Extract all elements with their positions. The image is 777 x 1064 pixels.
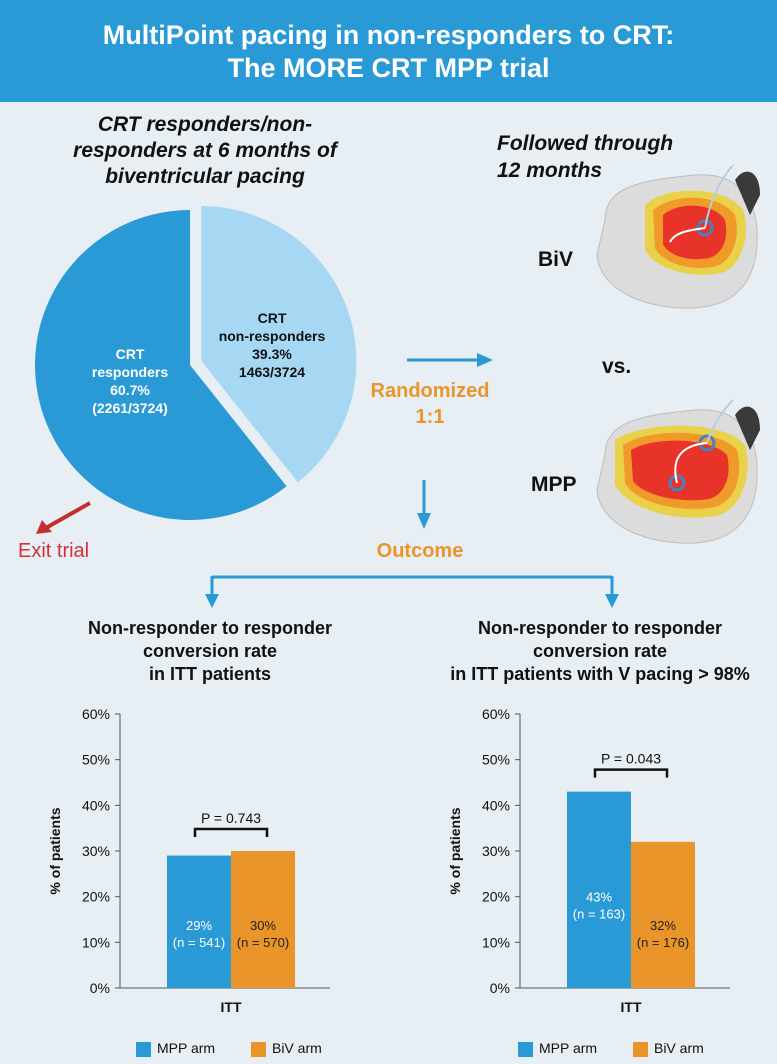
y-axis-label: % of patients: [447, 807, 463, 894]
y-tick-label: 0%: [90, 980, 110, 996]
data-label-n: (n = 541): [173, 935, 225, 950]
bar-mpp: [167, 855, 231, 988]
pvalue-label: P = 0.743: [201, 810, 261, 826]
left-bar-chart: 0% 10% 20% 30% 40% 50% 60% % of patients 29% (n =…: [47, 706, 330, 1015]
y-tick-label: 50%: [82, 752, 110, 768]
pie-title-line3: biventricular pacing: [105, 165, 305, 188]
left-section-line3: in ITT patients: [148, 664, 271, 684]
legend-label-mpp: MPP arm: [539, 1040, 598, 1056]
x-category-label: ITT: [221, 999, 242, 1015]
exit-arrow-icon: [36, 501, 91, 534]
nonresponders-label-4: 1463/3724: [239, 364, 305, 380]
nonresponders-label-1: CRT: [258, 310, 287, 326]
followed-line1: Followed through: [497, 132, 674, 155]
y-tick-label: 50%: [482, 752, 510, 768]
heart-biv-image: [596, 164, 760, 309]
nonresponders-label-2: non-responders: [219, 328, 326, 344]
pie-slice-nonresponders: [201, 206, 357, 483]
randomize-arrow-icon: [407, 353, 493, 367]
legend-label-mpp: MPP arm: [157, 1040, 216, 1056]
responders-label-4: (2261/3724): [92, 400, 168, 416]
pvalue-bracket: [193, 827, 269, 837]
y-tick-label: 30%: [482, 843, 510, 859]
right-section-line1: Non-responder to responder: [477, 618, 723, 638]
legend-item-mpp: MPP arm: [518, 1040, 598, 1057]
left-legend: MPP arm BiV arm: [136, 1040, 322, 1057]
right-section-line3: in ITT patients with V pacing > 98%: [450, 664, 750, 684]
legend-swatch-biv: [632, 1041, 648, 1057]
pvalue-bracket: [593, 768, 669, 778]
bar-mpp: [567, 791, 631, 988]
heart-biv-label: BiV: [538, 248, 574, 271]
left-section-line1: Non-responder to responder: [87, 618, 333, 638]
left-section-line2: conversion rate: [142, 641, 278, 661]
legend-item-biv: BiV arm: [250, 1040, 322, 1057]
legend-swatch-mpp: [518, 1041, 533, 1057]
y-tick-label: 40%: [82, 797, 110, 813]
data-label: 43%: [586, 890, 612, 905]
pie-title: CRT responders/non- responders at 6 mont…: [40, 112, 370, 190]
randomized-line2: 1:1: [415, 406, 445, 428]
y-tick-label: 0%: [490, 980, 510, 996]
exit-trial-label: Exit trial: [18, 540, 90, 562]
left-section-title: Non-responder to responder conversion ra…: [30, 617, 390, 686]
right-legend: MPP arm BiV arm: [518, 1040, 704, 1057]
nonresponders-label-3: 39.3%: [252, 346, 292, 362]
y-tick-label: 20%: [482, 889, 510, 905]
responders-label-3: 60.7%: [110, 382, 150, 398]
outcome-label: Outcome: [376, 540, 464, 562]
y-tick-label: 10%: [482, 934, 510, 950]
right-section-title: Non-responder to responder conversion ra…: [425, 617, 775, 686]
bar-biv: [231, 851, 295, 988]
y-tick-label: 60%: [82, 706, 110, 722]
right-section-line2: conversion rate: [532, 641, 668, 661]
y-tick-label: 10%: [82, 934, 110, 950]
x-category-label: ITT: [621, 999, 642, 1015]
data-label: 32%: [650, 918, 676, 933]
followed-label: Followed through 12 months: [497, 130, 673, 184]
heart-mpp-label: MPP: [531, 473, 577, 496]
pvalue-label: P = 0.043: [601, 751, 661, 767]
y-tick-label: 20%: [82, 889, 110, 905]
legend-label-biv: BiV arm: [271, 1040, 322, 1056]
randomized-label: Randomized 1:1: [360, 378, 500, 430]
responders-label-1: CRT: [116, 346, 145, 362]
y-tick-label: 30%: [82, 843, 110, 859]
y-tick-label: 60%: [482, 706, 510, 722]
pie-slice-responders: [34, 210, 287, 520]
y-tick-label: 40%: [482, 797, 510, 813]
legend-label-biv: BiV arm: [653, 1040, 704, 1056]
followed-line2: 12 months: [497, 159, 603, 182]
right-bar-chart: 0% 10% 20% 30% 40% 50% 60% % of patients 43% (n =…: [447, 706, 730, 1015]
legend-swatch-biv: [250, 1041, 266, 1057]
pie-chart: CRT responders 60.7% (2261/3724) CRT non…: [34, 206, 357, 520]
y-axis-label: % of patients: [47, 807, 63, 894]
pie-title-line2: responders at 6 months of: [73, 139, 337, 162]
legend-swatch-mpp: [136, 1041, 151, 1057]
bar-biv: [631, 841, 695, 988]
pie-title-line1: CRT responders/non-: [97, 113, 313, 136]
heart-mpp-image: [596, 399, 760, 544]
outcome-arrow-icon: [417, 480, 431, 529]
randomized-line1: Randomized: [370, 380, 490, 402]
header-banner: MultiPoint pacing in non-responders to C…: [0, 0, 777, 102]
responders-label-2: responders: [92, 364, 168, 380]
data-label: 30%: [250, 918, 276, 933]
data-label: 29%: [186, 918, 212, 933]
legend-item-mpp: MPP arm: [136, 1040, 216, 1057]
page-title-line2: The MORE CRT MPP trial: [227, 53, 550, 83]
legend-item-biv: BiV arm: [632, 1040, 704, 1057]
data-label-n: (n = 570): [237, 935, 289, 950]
split-arrows-icon: [205, 575, 619, 608]
data-label-n: (n = 176): [637, 935, 689, 950]
vs-label: vs.: [602, 355, 632, 378]
data-label-n: (n = 163): [573, 907, 625, 922]
page-title-line1: MultiPoint pacing in non-responders to C…: [102, 20, 675, 50]
